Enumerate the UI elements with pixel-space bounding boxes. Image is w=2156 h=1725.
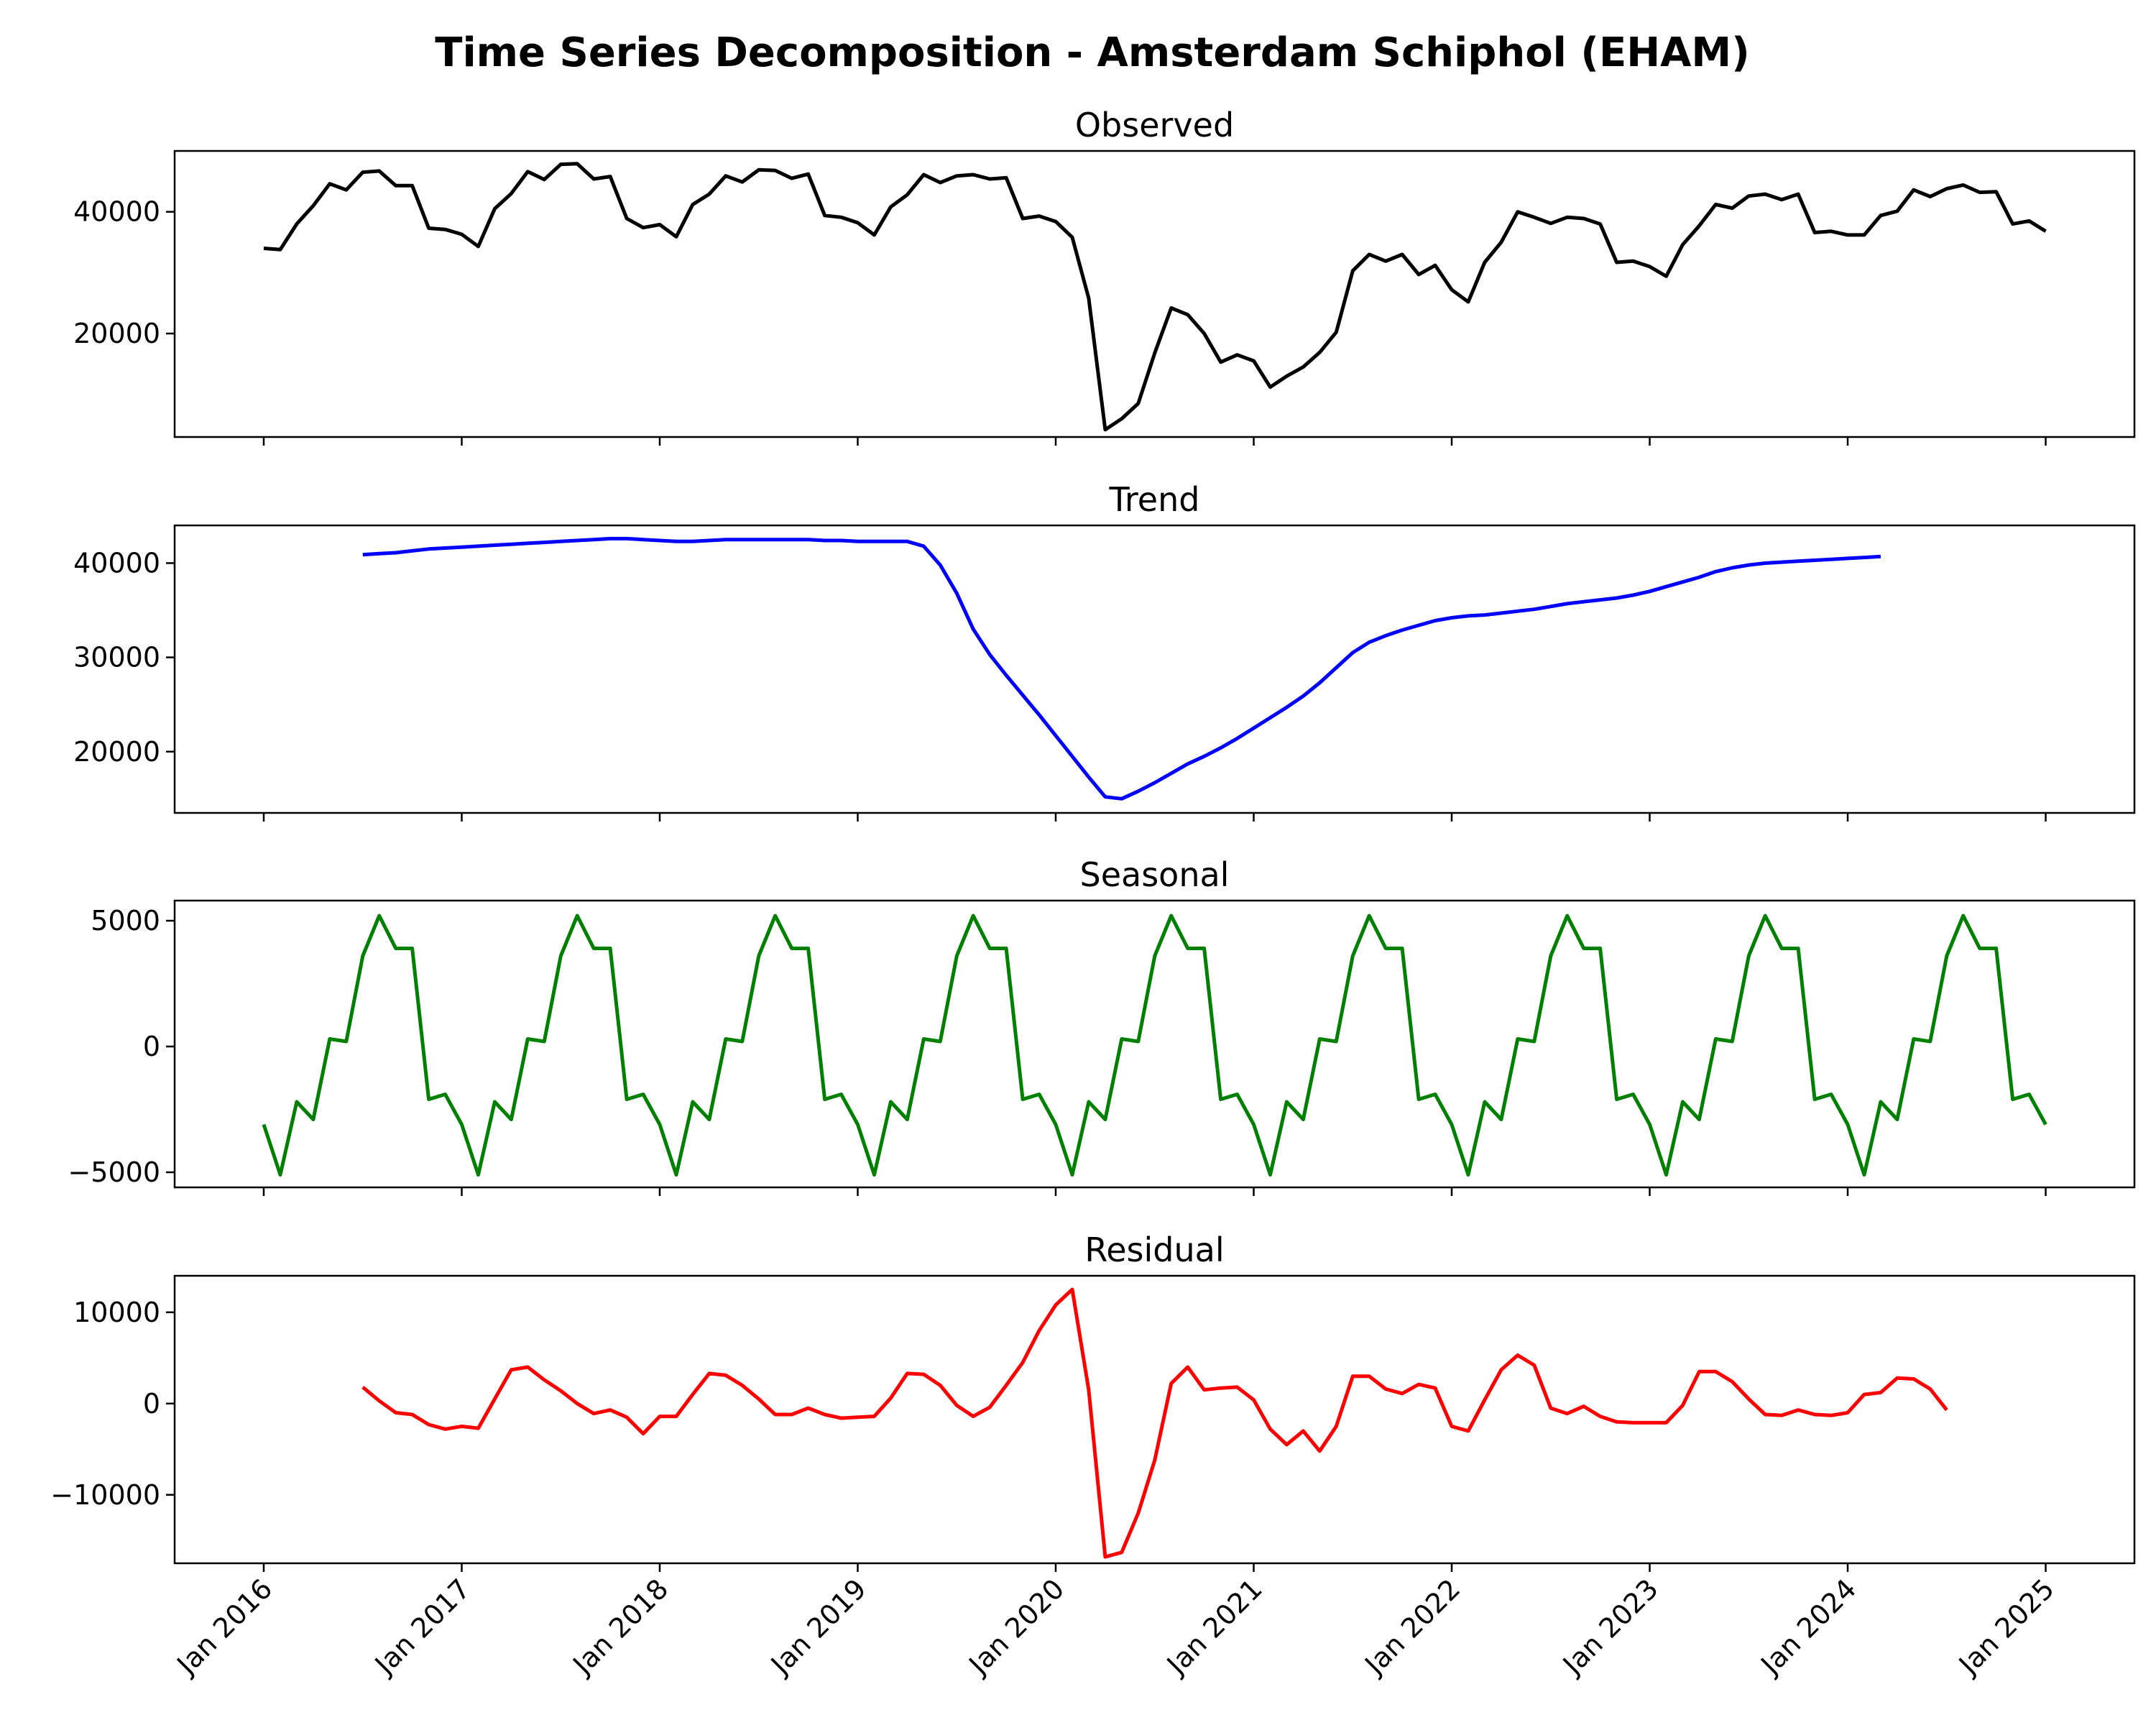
x-tick-label: Jan 2016 (170, 1573, 278, 1681)
figure-title: Time Series Decomposition - Amsterdam Sc… (435, 29, 1749, 76)
y-tick-label: 20000 (73, 318, 160, 349)
y-tick-label: 40000 (73, 196, 160, 228)
y-tick-label: 20000 (73, 736, 160, 768)
y-tick-label: 40000 (73, 547, 160, 579)
panels: Observed 20000 40000 Trend 20000 30000 40000 Se… (50, 106, 2136, 1572)
plot-frame (173, 524, 2136, 814)
plot-frame (173, 150, 2136, 438)
y-tick-label: 0 (143, 1031, 160, 1062)
panel-residual: Residual −10000 0 10000 (50, 1230, 2136, 1572)
x-tick-label: Jan 2022 (1358, 1573, 1466, 1681)
x-tick-label: Jan 2023 (1556, 1573, 1664, 1681)
panel-title: Residual (1084, 1230, 1224, 1269)
y-tick-label: 30000 (73, 642, 160, 673)
y-tick-label: 10000 (73, 1297, 160, 1328)
y-tick-label: 5000 (91, 905, 160, 937)
x-tick-label: Jan 2018 (566, 1573, 674, 1681)
series-line-observed (263, 162, 2047, 432)
panel-seasonal: Seasonal −5000 0 5000 (68, 855, 2136, 1196)
plot-frame (173, 1274, 2136, 1565)
panel-title: Seasonal (1080, 855, 1230, 894)
y-tick-label: 0 (143, 1388, 160, 1420)
x-tick-label: Jan 2017 (368, 1573, 476, 1681)
panel-trend: Trend 20000 30000 40000 (73, 480, 2136, 822)
panel-title: Observed (1075, 106, 1234, 144)
x-tick-label: Jan 2019 (764, 1573, 872, 1681)
series-line-residual (361, 1287, 1948, 1559)
y-tick-label: −5000 (68, 1156, 160, 1188)
x-tick-label: Jan 2021 (1160, 1573, 1268, 1681)
plot-frame (173, 899, 2136, 1189)
y-tick-label: −10000 (50, 1479, 160, 1511)
panel-observed: Observed 20000 40000 (73, 106, 2136, 446)
series-line-trend (362, 536, 1881, 801)
series-line-seasonal (262, 914, 2047, 1177)
x-tick-label: Jan 2024 (1754, 1573, 1862, 1681)
x-axis: Jan 2016 Jan 2017 Jan 2018 Jan 2019 Jan 2020… (170, 1573, 2060, 1681)
x-tick-label: Jan 2025 (1952, 1573, 2060, 1681)
panel-title: Trend (1109, 480, 1200, 519)
x-tick-label: Jan 2020 (962, 1573, 1070, 1681)
